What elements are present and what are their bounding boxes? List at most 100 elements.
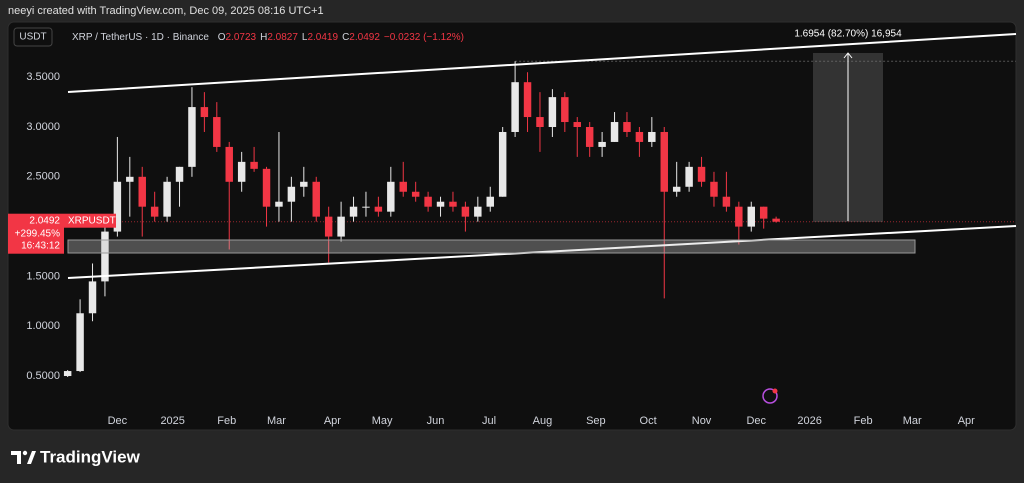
candle-body (498, 131, 507, 197)
x-tick-label: Feb (854, 415, 873, 427)
x-tick-label: Feb (217, 415, 236, 427)
candle-body (399, 181, 407, 192)
y-tick-label: 1.5000 (26, 270, 60, 282)
candle-body (312, 181, 320, 217)
x-tick-label: 2026 (797, 415, 821, 427)
candle-body (374, 206, 383, 212)
candle-body (411, 191, 420, 197)
candle-body (101, 231, 109, 282)
candle-body (287, 186, 296, 202)
logo-slash (27, 451, 36, 464)
candle-body (76, 313, 84, 372)
price-tag-change: +299.45% (15, 228, 60, 239)
x-tick-label: Oct (640, 415, 657, 427)
plot: 0.5000 1.0000 1.5000 2.5000 3.0000 3.5000 Dec 2… (8, 60, 1016, 427)
candle-body (113, 181, 122, 232)
candle-body (424, 196, 432, 207)
footer-brand: TradingView (40, 447, 141, 466)
credit: neeyi created with TradingView.com, Dec … (8, 5, 324, 17)
candle-body (138, 176, 146, 207)
candle-body (511, 82, 519, 132)
candle-body (561, 97, 569, 123)
candle-body (188, 107, 196, 167)
candle-body (635, 131, 644, 142)
candle-body (573, 122, 581, 128)
candle-body (697, 166, 706, 182)
candle-body (262, 168, 271, 207)
candle-body (163, 181, 171, 217)
currency-label[interactable]: USDT (19, 32, 46, 43)
candle-body (523, 82, 532, 118)
x-tick-label: Aug (533, 415, 553, 427)
x-tick-label: Apr (324, 415, 341, 427)
legend-value: 2.0419 (307, 32, 338, 43)
candle-body (387, 181, 395, 212)
price-tag-bg (8, 213, 64, 254)
x-tick-label: Nov (692, 415, 712, 427)
candle-body (536, 117, 544, 128)
x-tick-label: Mar (903, 415, 922, 427)
alert-badge (772, 388, 778, 394)
candle-body (200, 107, 209, 118)
candle-body (300, 181, 308, 187)
candle-body (88, 281, 97, 314)
candle-body (175, 166, 184, 182)
candle-body (362, 206, 370, 208)
x-tick-label: Jun (427, 415, 445, 427)
candle-body (486, 196, 494, 207)
channel-lower (67, 225, 1017, 279)
candle-body (337, 216, 345, 237)
candle-body (225, 146, 233, 182)
candle-body (585, 127, 594, 147)
candle-body (474, 206, 482, 217)
candle-body (150, 206, 159, 217)
price-tag-price: 2.0492 (29, 215, 60, 226)
support-zone (67, 239, 916, 254)
channel-upper (67, 33, 1017, 93)
candle-body (275, 201, 283, 207)
y-tick-label: 0.5000 (26, 370, 60, 382)
x-tick-label: Mar (267, 415, 286, 427)
x-tick-label: Dec (108, 415, 128, 427)
price-tag: 2.0492 XRPUSDT +299.45%16:43:12 (8, 213, 116, 254)
logo-mark (11, 451, 21, 464)
symbol-tag-bg (64, 213, 116, 228)
candle-body (610, 122, 619, 142)
x-tick-label: Apr (958, 415, 975, 427)
price-tag-symbol: XRPUSDT (68, 215, 116, 226)
candle-body (213, 117, 221, 147)
candle-body (772, 218, 780, 222)
x-tick-label: May (372, 415, 393, 427)
candle-body (759, 206, 768, 219)
legend-value: 2.0723 (225, 32, 256, 43)
candle-body (461, 206, 470, 217)
measure-arrowhead (843, 52, 853, 59)
candle-body (324, 216, 333, 237)
legend-key: L (302, 32, 308, 43)
candle-body (710, 181, 718, 197)
y-tick-label: 1.0000 (26, 320, 60, 332)
x-tick-label: Jul (482, 415, 496, 427)
candle-body (349, 206, 358, 217)
legend-change: −0.0232 (−1.12%) (384, 32, 464, 43)
candle-body (250, 161, 258, 169)
y-tick-label: 3.0000 (26, 121, 60, 133)
candle-body (648, 131, 656, 142)
currency-button[interactable] (13, 27, 53, 47)
candle-body (747, 206, 755, 227)
price-tag-countdown: 16:43:12 (21, 240, 60, 251)
candle-body (436, 201, 445, 207)
logo-dot (22, 450, 28, 456)
candle-body (598, 141, 606, 147)
candle-body (237, 161, 246, 182)
candle-body (735, 206, 743, 227)
candle-body (722, 196, 731, 207)
y-tick-label: 2.5000 (26, 171, 60, 183)
legend-value: 2.0827 (267, 32, 298, 43)
candle-body (63, 371, 72, 377)
alert-icon[interactable] (762, 388, 778, 404)
candle-body (660, 131, 668, 192)
legend-key: H (260, 32, 267, 43)
